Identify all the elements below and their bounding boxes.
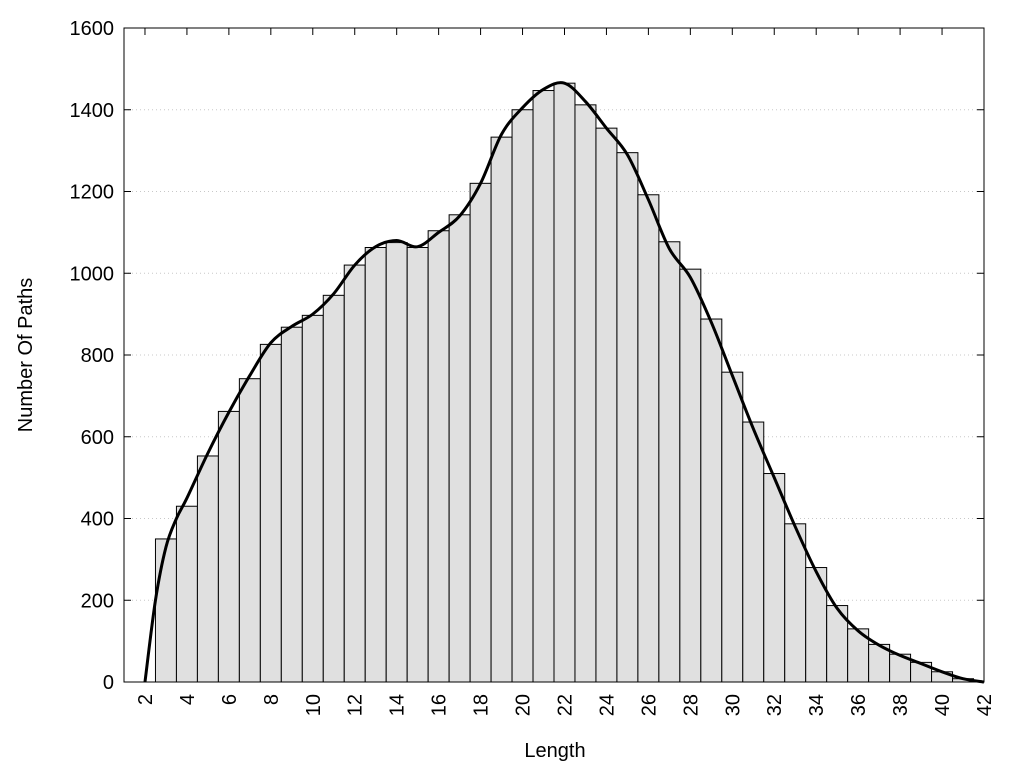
- plot-frame: [123, 27, 985, 683]
- bar: [259, 343, 282, 683]
- bar: [637, 194, 660, 683]
- x-tick-label: 16: [429, 694, 451, 716]
- x-tick-label: 6: [219, 694, 241, 705]
- bar: [763, 473, 786, 683]
- x-tick-label: 40: [932, 694, 954, 716]
- bar: [532, 90, 555, 683]
- x-tick-label: 24: [596, 694, 618, 716]
- bar: [553, 82, 576, 683]
- y-tick-label: 400: [81, 509, 114, 531]
- bar: [301, 314, 324, 683]
- x-tick-label: 28: [680, 694, 702, 716]
- x-tick-label: 38: [890, 694, 912, 716]
- y-tick-label: 800: [81, 345, 114, 367]
- density-curve: [143, 81, 985, 684]
- bar: [679, 268, 702, 683]
- x-tick-label: 30: [722, 694, 744, 716]
- x-tick-label: 42: [974, 694, 996, 716]
- y-axis-title: Number Of Paths: [15, 278, 37, 433]
- y-tick-label: 200: [81, 590, 114, 612]
- x-tick-label: 2: [135, 694, 157, 705]
- y-tick-label: 1400: [70, 100, 115, 122]
- x-tick-label: 34: [806, 694, 828, 716]
- bar: [217, 410, 240, 683]
- bar: [175, 505, 198, 683]
- bar: [595, 127, 618, 683]
- bar: [574, 104, 597, 683]
- x-tick-label: 36: [848, 694, 870, 716]
- x-tick-label: 10: [303, 694, 325, 716]
- y-tick-label: 0: [103, 672, 114, 694]
- y-tick-label: 1000: [70, 263, 115, 285]
- bar: [427, 230, 450, 683]
- bar: [784, 523, 807, 683]
- bar: [742, 421, 765, 683]
- bar: [154, 538, 177, 683]
- x-tick-label: 26: [638, 694, 660, 716]
- bar: [406, 246, 429, 683]
- bar: [196, 455, 219, 683]
- bar: [280, 326, 303, 683]
- y-tick-label: 1600: [70, 18, 115, 40]
- x-tick-label: 8: [261, 694, 283, 705]
- bar: [616, 152, 639, 683]
- bar: [322, 294, 345, 683]
- bar: [364, 246, 387, 683]
- bar: [700, 318, 723, 683]
- x-tick-label: 4: [177, 694, 199, 705]
- bar: [490, 136, 513, 683]
- bar: [385, 242, 408, 683]
- bar: [469, 182, 492, 683]
- x-tick-label: 22: [554, 694, 576, 716]
- bar: [238, 378, 261, 683]
- x-tick-label: 18: [471, 694, 493, 716]
- bar: [511, 109, 534, 683]
- x-axis-title: Length: [524, 740, 585, 762]
- bar: [343, 264, 366, 683]
- bar: [658, 241, 681, 683]
- y-tick-label: 600: [81, 427, 114, 449]
- x-tick-label: 14: [387, 694, 409, 716]
- x-tick-label: 20: [513, 694, 535, 716]
- bar: [448, 214, 471, 683]
- x-tick-label: 12: [345, 694, 367, 716]
- y-tick-label: 1200: [70, 182, 115, 204]
- bar: [721, 371, 744, 683]
- x-tick-label: 32: [764, 694, 786, 716]
